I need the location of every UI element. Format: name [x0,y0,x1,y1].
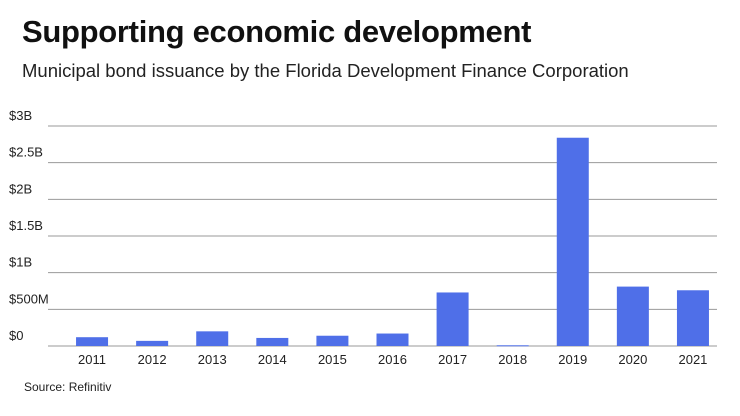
source-note: Source: Refinitiv [24,380,112,394]
chart-title: Supporting economic development [22,14,532,49]
bar-2013 [196,331,229,346]
y-tick-label: $1.5B [9,218,43,233]
chart-subtitle: Municipal bond issuance by the Florida D… [22,60,629,81]
x-tick-label: 2018 [498,352,527,367]
x-tick-label: 2011 [78,352,106,367]
y-tick-label: $3B [9,108,32,123]
x-tick-label: 2019 [558,352,587,367]
x-tick-label: 2015 [318,352,347,367]
x-tick-label: 2021 [678,352,707,367]
y-tick-label: $2.5B [9,145,43,160]
x-tick-label: 2012 [138,352,167,367]
bar-2018 [496,345,529,347]
bar-2021 [676,290,709,346]
bar-2020 [616,286,649,346]
y-tick-label: $0 [9,328,23,343]
y-tick-label: $1B [9,255,32,270]
x-tick-label: 2020 [618,352,647,367]
bar-2016 [376,333,409,346]
bar-2014 [256,337,289,346]
bar-2017 [436,292,469,346]
bar-2019 [556,137,589,346]
y-tick-label: $500M [9,291,49,306]
y-tick-label: $2B [9,181,32,196]
x-tick-label: 2017 [438,352,467,367]
bar-2015 [316,335,349,346]
x-tick-label: 2013 [198,352,227,367]
bar-2011 [76,337,109,346]
x-tick-label: 2014 [258,352,287,367]
x-tick-label: 2016 [378,352,407,367]
bar-2012 [136,340,169,346]
